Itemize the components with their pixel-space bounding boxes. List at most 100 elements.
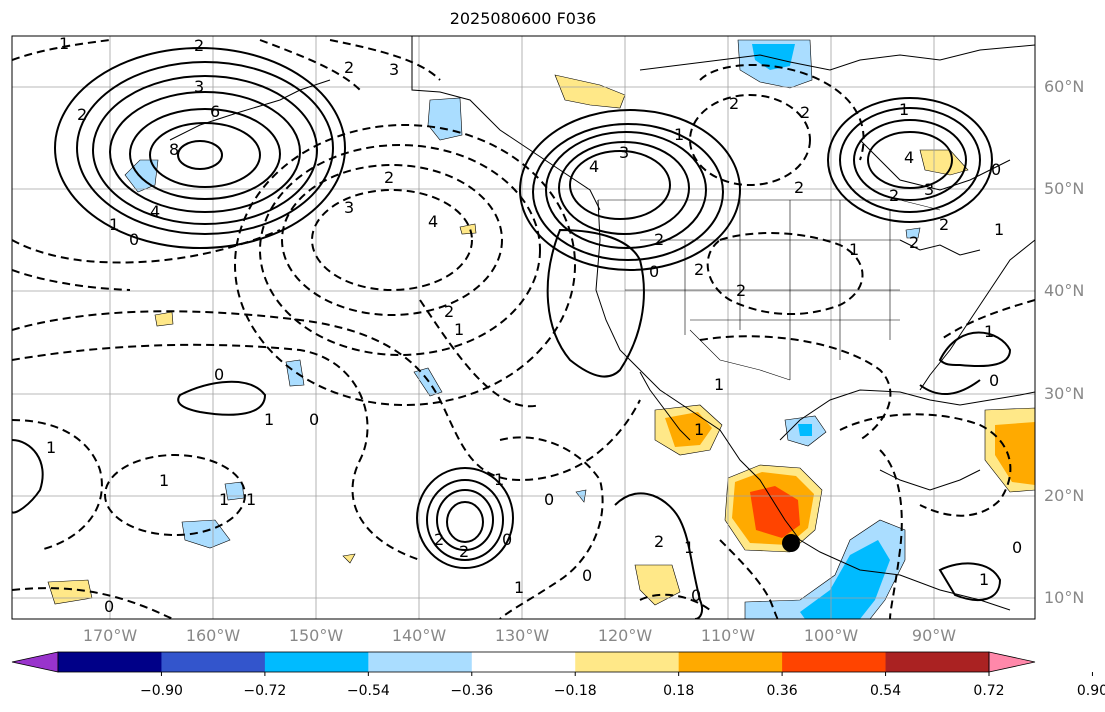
contour-label: 1 [979, 570, 990, 589]
colorbar-tick-label: 0.54 [869, 683, 902, 699]
contour-label: 3 [194, 77, 205, 96]
coast-alaska [411, 36, 601, 211]
longitude-label: 160°W [185, 626, 241, 645]
contour-label: 2 [77, 105, 88, 124]
coast-hudson [859, 139, 1011, 191]
contour-label: 1 [514, 578, 525, 597]
contour-label: 1 [109, 215, 120, 234]
contour-label: 2 [654, 532, 665, 551]
coast-great-lakes [899, 239, 981, 256]
map-title: 2025080600 F036 [449, 9, 597, 28]
contour-label: 3 [924, 180, 935, 199]
dashed-contours [12, 39, 1035, 619]
colorbar-tick-label: 0.36 [766, 683, 798, 699]
colorbar-tick-label: 0.72 [973, 683, 1005, 699]
colorbar-segment [782, 652, 887, 672]
contour-label: 1 [246, 490, 257, 509]
contour-label: 3 [344, 198, 355, 217]
shade-red-storm [750, 486, 800, 538]
latitude-label: 40°N [1044, 281, 1085, 300]
colorbar-segment [471, 652, 576, 672]
contour-label: 0 [214, 365, 225, 384]
contour-label: 4 [428, 212, 439, 231]
contour-label: 6 [210, 102, 221, 121]
contour-label: 2 [889, 186, 900, 205]
colorbar-tick-label: 0.90 [1076, 683, 1105, 699]
shade-cyan-pacific-south [800, 540, 890, 619]
contour-label: 2 [194, 36, 205, 55]
colorbar-tick-label: −0.72 [243, 683, 287, 699]
shade-cyan-mexico-small [798, 424, 812, 436]
latitude-label: 10°N [1044, 588, 1085, 607]
contour-label: 2 [434, 530, 445, 549]
colorbar-segment [575, 652, 680, 672]
shade-blue-small-1 [285, 359, 305, 387]
colorbar-segment [264, 652, 369, 672]
contour-label: 1 [454, 320, 465, 339]
contour-label: 1 [674, 125, 685, 144]
shade-yellow-small-3 [342, 553, 356, 564]
contour-label: 0 [991, 160, 1002, 179]
latitude-label: 60°N [1044, 77, 1085, 96]
contour-label: 0 [104, 597, 115, 616]
contour-label: 3 [619, 143, 630, 162]
solid-contours [12, 47, 1012, 619]
contour-label: 0 [309, 410, 320, 429]
colorbar-extend-low [11, 651, 59, 673]
colorbar-outline [57, 651, 990, 673]
contour-label: 0 [582, 566, 593, 585]
longitude-label: 150°W [288, 626, 344, 645]
contour-label: 2 [384, 168, 395, 187]
colorbar-segment [161, 652, 266, 672]
contour-label: 8 [169, 140, 180, 159]
shade-yellow-canada [554, 74, 626, 109]
colorbar-tick-label: 0.18 [663, 683, 695, 699]
shade-cyan-north-pacific [752, 44, 795, 70]
contour-label: 1 [849, 240, 860, 259]
latitude-label: 50°N [1044, 179, 1085, 198]
contour-label: 2 [459, 542, 470, 561]
contour-label: 2 [344, 58, 355, 77]
colorbar-tick-label: −0.54 [346, 683, 390, 699]
contour-label: 1 [59, 34, 70, 53]
contour-label: 0 [989, 371, 1000, 390]
contour-label: 1 [994, 220, 1005, 239]
contour-label: 2 [794, 178, 805, 197]
coast-canada-north [639, 44, 1035, 71]
contour-label: 1 [46, 438, 57, 457]
latitude-label: 30°N [1044, 384, 1085, 403]
longitude-label: 100°W [803, 626, 859, 645]
contour-label: 2 [800, 103, 811, 122]
contour-label: 1 [714, 375, 725, 394]
contour-label: 1 [264, 410, 275, 429]
colorbar [11, 651, 1093, 676]
contour-label: 2 [654, 230, 665, 249]
coast-yucatan [879, 469, 981, 491]
contour-label: 2 [909, 233, 920, 252]
contour-label: 4 [904, 148, 915, 167]
shade-orange-gulf-east [995, 422, 1035, 485]
colorbar-tick-label: −0.36 [450, 683, 494, 699]
coast-gulf-mexico [779, 389, 1035, 441]
longitude-label: 130°W [494, 626, 550, 645]
contour-label: 0 [544, 490, 555, 509]
colorbar-tick-label: −0.90 [139, 683, 183, 699]
gridlines [12, 36, 1035, 619]
latitude-label: 20°N [1044, 486, 1085, 505]
longitude-label: 90°W [911, 626, 957, 645]
shade-blue-small-4 [905, 227, 921, 239]
longitude-label: 170°W [82, 626, 138, 645]
contour-label: 4 [589, 157, 600, 176]
shade-blue-alaska-gulf [427, 97, 463, 141]
storm-center-dot [782, 534, 800, 552]
contour-label: 2 [729, 94, 740, 113]
longitude-label: 110°W [700, 626, 756, 645]
contour-label: 3 [389, 60, 400, 79]
coast-west-us [595, 199, 1011, 611]
contour-label: 1 [694, 420, 705, 439]
colorbar-tick-label: −0.18 [553, 683, 597, 699]
contour-label: 1 [684, 538, 695, 557]
contour-label: 2 [694, 260, 705, 279]
shade-yellow-hudson [919, 149, 969, 176]
contour-label: 0 [691, 586, 702, 605]
